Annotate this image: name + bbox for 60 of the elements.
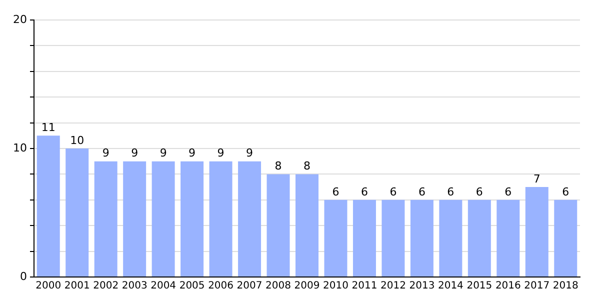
data-label: 6 (504, 185, 512, 198)
bar (410, 200, 434, 276)
bar (352, 200, 376, 276)
data-label: 11 (41, 121, 56, 134)
bar (525, 187, 548, 276)
data-label: 6 (447, 185, 454, 198)
data-label: 10 (70, 134, 84, 147)
bar (66, 148, 89, 276)
data-label: 8 (274, 160, 282, 173)
data-label: 6 (360, 185, 368, 198)
x-tick-label: 2011 (352, 280, 378, 292)
y-tick-label: 10 (12, 141, 27, 154)
bar (324, 200, 348, 276)
x-tick-label: 2005 (179, 280, 205, 292)
x-tick-label: 2007 (236, 280, 262, 292)
x-tick-label: 2008 (266, 280, 291, 292)
data-label: 9 (160, 146, 167, 160)
x-tick-label: 2009 (294, 280, 320, 292)
y-tick-label: 20 (12, 12, 27, 26)
x-tick-label: 2018 (552, 280, 578, 292)
x-tick-label: 2004 (150, 280, 176, 292)
x-tick-label: 2012 (380, 280, 406, 292)
x-tick-label: 2016 (495, 280, 521, 292)
bar (123, 161, 146, 276)
data-label: 9 (246, 146, 254, 160)
bar (152, 161, 175, 276)
x-tick-label: 2013 (409, 280, 435, 292)
y-tick-label: 0 (20, 270, 27, 283)
bar (496, 200, 520, 276)
x-tick-label: 2002 (93, 280, 119, 292)
data-label: 9 (102, 146, 110, 160)
data-label: 6 (476, 185, 483, 198)
data-label: 9 (131, 146, 138, 160)
bar (180, 161, 204, 276)
bar (266, 174, 290, 276)
data-label: 8 (304, 160, 310, 173)
data-label: 6 (332, 185, 340, 198)
data-label: 6 (562, 185, 570, 198)
bar (36, 136, 60, 276)
x-tick-label: 2017 (524, 280, 550, 292)
data-label: 9 (217, 146, 224, 160)
data-label: 6 (418, 185, 426, 198)
x-tick-label: 2010 (323, 280, 348, 292)
bar (238, 161, 262, 276)
bar (439, 200, 462, 276)
data-label: 6 (390, 185, 397, 198)
x-tick-label: 2006 (208, 280, 234, 292)
bar (94, 161, 118, 276)
bar (209, 161, 232, 276)
data-label: 7 (533, 172, 540, 186)
bar (296, 174, 318, 276)
x-tick-label: 2001 (64, 280, 90, 292)
bar (468, 200, 491, 276)
bar (554, 200, 578, 276)
x-tick-label: 2014 (438, 280, 464, 292)
x-tick-label: 2015 (466, 280, 492, 292)
bar (382, 200, 405, 276)
x-tick-label: 2003 (122, 280, 148, 292)
x-tick-label: 2000 (36, 280, 62, 292)
data-label: 9 (188, 146, 196, 160)
